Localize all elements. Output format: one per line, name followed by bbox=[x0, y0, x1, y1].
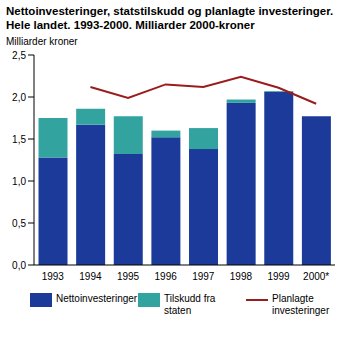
svg-text:0,0: 0,0 bbox=[12, 260, 26, 271]
svg-text:2,0: 2,0 bbox=[12, 92, 26, 103]
svg-text:0,5: 0,5 bbox=[12, 218, 26, 229]
svg-text:1993: 1993 bbox=[42, 271, 65, 282]
svg-text:1996: 1996 bbox=[155, 271, 178, 282]
svg-text:2000*: 2000* bbox=[303, 271, 329, 282]
svg-text:2,5: 2,5 bbox=[12, 50, 26, 61]
svg-text:1,0: 1,0 bbox=[12, 176, 26, 187]
svg-text:1999: 1999 bbox=[267, 271, 290, 282]
html-text:Tilskudd fra staten: Tilskudd fra staten bbox=[164, 293, 216, 316]
svg-text:1995: 1995 bbox=[117, 271, 140, 282]
svg-text:1998: 1998 bbox=[230, 271, 253, 282]
html-text:Nettoinvesteringer: Nettoinvesteringer bbox=[56, 293, 138, 304]
svg-text:1997: 1997 bbox=[192, 271, 215, 282]
html-text:Nettoinvesteringer, statstilsk: Nettoinvesteringer, statstilskudd og pla… bbox=[6, 5, 334, 31]
html-text:Milliarder kroner: Milliarder kroner bbox=[6, 36, 78, 47]
svg-text:1,5: 1,5 bbox=[12, 134, 26, 145]
html-text:Planlagte investeringer: Planlagte investeringer bbox=[272, 293, 330, 316]
svg-text:1994: 1994 bbox=[79, 271, 102, 282]
